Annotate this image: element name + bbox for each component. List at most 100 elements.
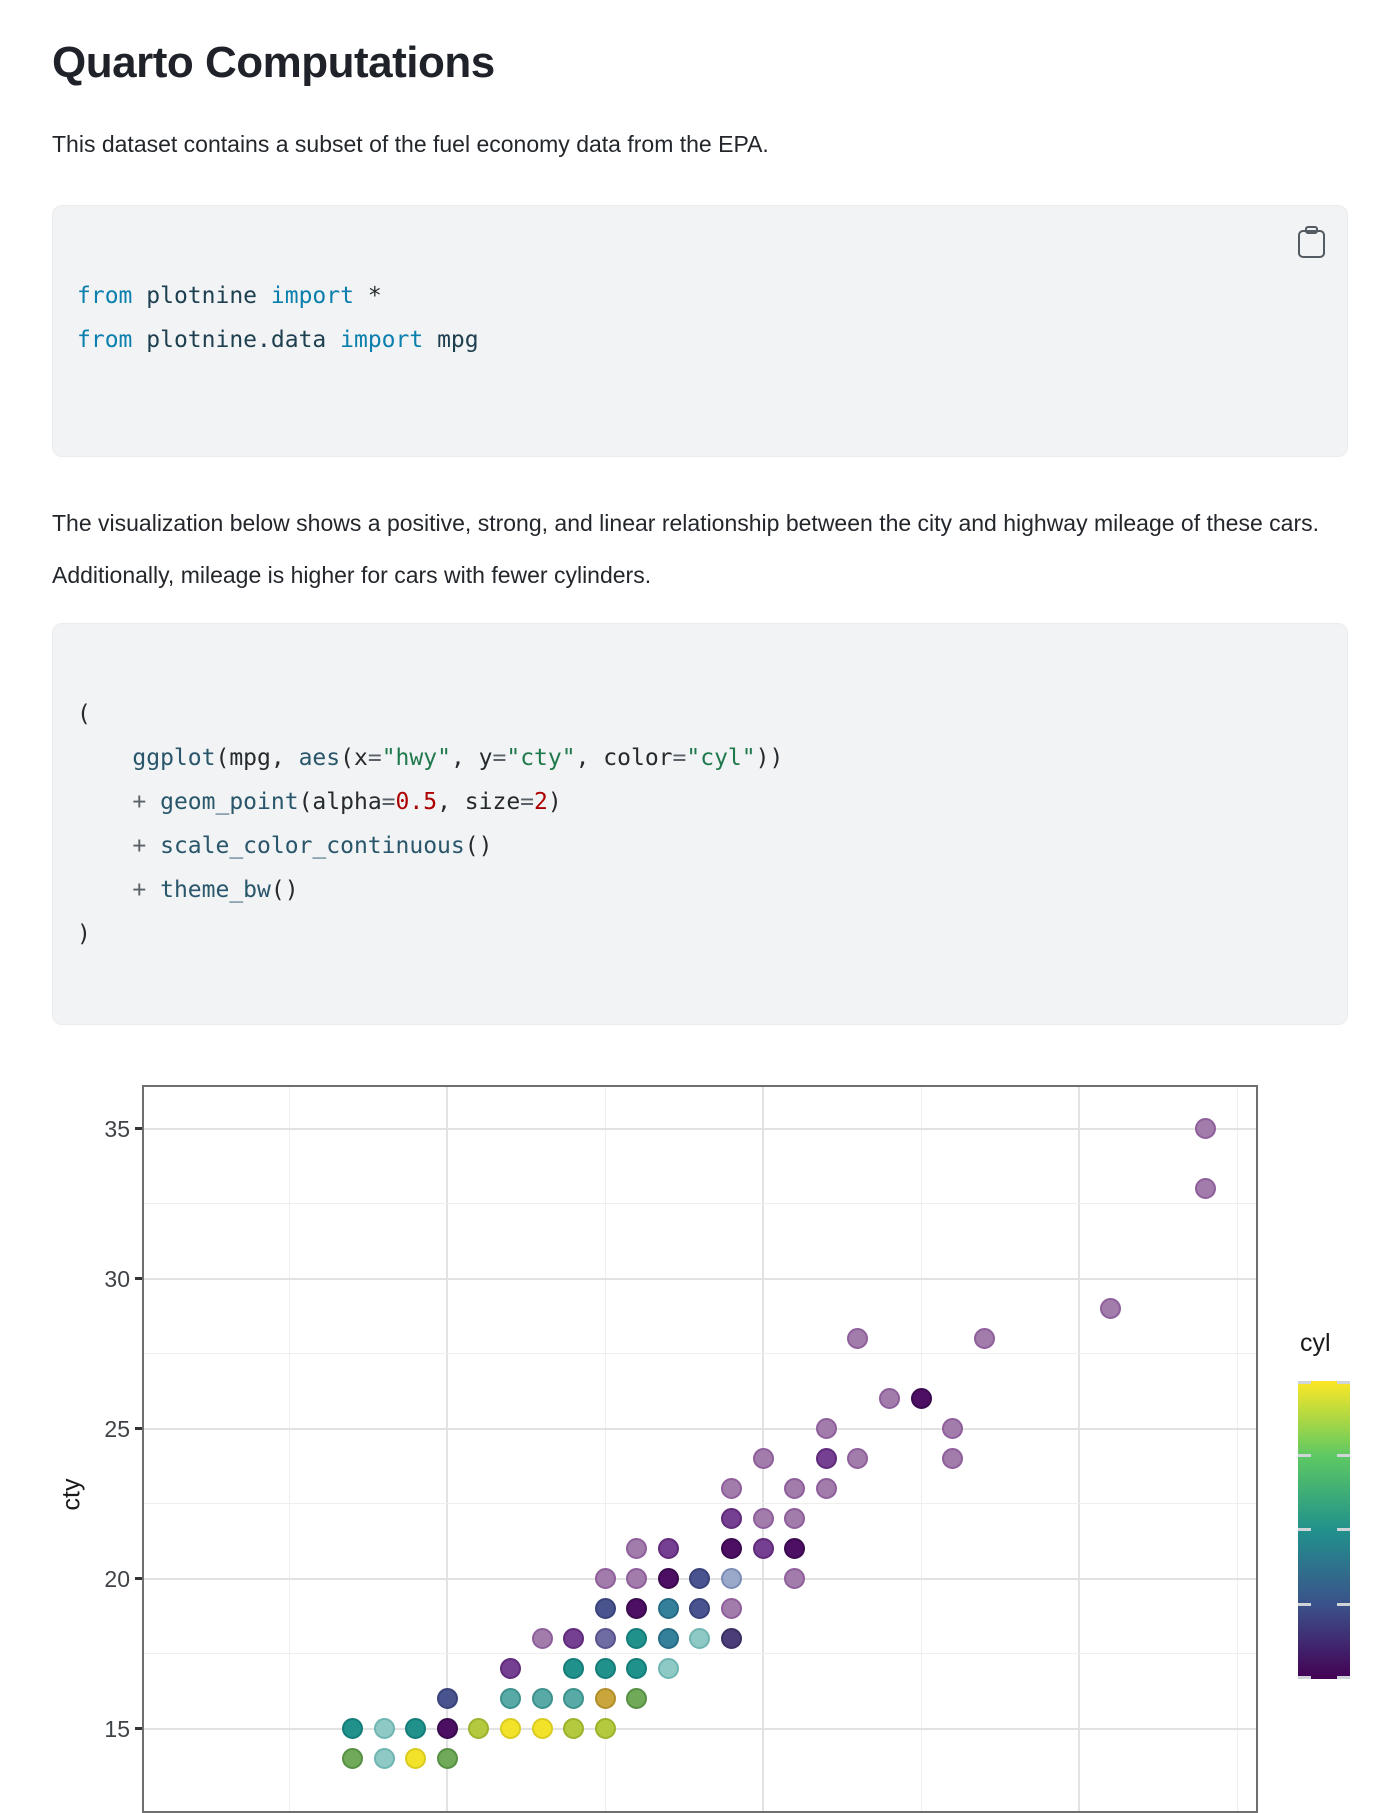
data-point	[531, 1718, 553, 1740]
code-token-num: 2	[534, 788, 548, 815]
code-token-kw: from	[77, 326, 147, 353]
code-token-op: =	[520, 788, 535, 815]
y-minor-gridline	[144, 1503, 1256, 1505]
x-major-gridline	[1078, 1086, 1081, 1811]
data-point	[657, 1628, 679, 1650]
code-token-pl: (	[77, 700, 91, 727]
code-line: + geom_point(alpha=0.5, size=2)	[77, 780, 1323, 824]
legend-tick-left	[1298, 1528, 1311, 1532]
data-point	[594, 1718, 616, 1740]
data-point	[784, 1538, 806, 1560]
page-title: Quarto Computations	[52, 38, 495, 87]
data-point	[784, 1568, 806, 1590]
legend-tick-right	[1337, 1380, 1350, 1384]
code-token-op: =	[381, 788, 396, 815]
x-major-gridline	[446, 1086, 449, 1811]
y-axis-title: cty	[57, 1478, 86, 1511]
code-token-pl: (x	[340, 744, 368, 771]
data-point	[594, 1598, 616, 1620]
data-point	[721, 1538, 743, 1560]
code-token-op: +	[132, 788, 161, 815]
data-point	[657, 1658, 679, 1680]
code-token-pl: (mpg,	[215, 744, 299, 771]
data-point	[752, 1538, 774, 1560]
data-point	[626, 1538, 648, 1560]
data-point	[436, 1748, 458, 1770]
code-token-pl: , size	[437, 788, 521, 815]
data-point	[594, 1628, 616, 1650]
legend-tick-left	[1298, 1675, 1311, 1679]
description-paragraph: The visualization below shows a positive…	[52, 509, 1319, 588]
intro-paragraph: This dataset contains a subset of the fu…	[52, 130, 769, 157]
code-line: )	[77, 912, 1323, 956]
code-token-num: 0.5	[395, 788, 438, 815]
y-tick-label: 15	[104, 1715, 130, 1742]
code-token-fn: scale_color_continuous	[160, 832, 465, 859]
x-minor-gridline	[288, 1086, 290, 1811]
code-token-mod: plotnine.data	[146, 326, 341, 353]
code-token-pl: ()	[464, 832, 493, 859]
code-token-fn: ggplot	[132, 744, 216, 771]
code-token-op: +	[132, 876, 161, 903]
code-token-pl: *	[367, 282, 382, 309]
data-point	[942, 1418, 964, 1440]
y-major-gridline	[144, 1277, 1256, 1280]
legend-tick-right	[1337, 1453, 1350, 1457]
data-point	[721, 1568, 743, 1590]
code-token-pl: , y	[450, 744, 493, 771]
data-point	[373, 1718, 395, 1740]
data-point	[815, 1478, 837, 1500]
code-token-pl: ))	[755, 744, 784, 771]
code-token-pl	[77, 745, 132, 771]
data-point	[499, 1688, 521, 1710]
code-token-st: "hwy"	[381, 744, 451, 771]
data-point	[531, 1688, 553, 1710]
code-token-pl: )	[77, 920, 91, 947]
plot-panel-border	[142, 1084, 1258, 1813]
code-token-kw: import	[340, 326, 438, 353]
code-token-pl: , color	[575, 744, 673, 771]
y-tick-mark	[135, 1577, 144, 1580]
document-body: Quarto Computations This dataset contain…	[52, 0, 1350, 1813]
data-point	[847, 1328, 869, 1350]
data-point	[721, 1508, 743, 1530]
code-lines-1: from plotnine import * from plotnine.data…	[77, 274, 1323, 362]
data-point	[721, 1478, 743, 1500]
data-point	[815, 1418, 837, 1440]
data-point	[436, 1718, 458, 1740]
x-minor-gridline	[920, 1086, 922, 1811]
data-point	[436, 1688, 458, 1710]
data-point	[1194, 1178, 1216, 1200]
data-point	[942, 1448, 964, 1470]
data-point	[341, 1718, 363, 1740]
y-major-gridline	[144, 1427, 1256, 1430]
data-point	[594, 1658, 616, 1680]
data-point	[594, 1568, 616, 1590]
code-token-pl: )	[547, 788, 562, 815]
y-tick-mark	[135, 1127, 144, 1130]
legend-tick-left	[1298, 1380, 1311, 1384]
legend-tick-right	[1337, 1602, 1350, 1606]
data-point	[815, 1448, 837, 1470]
code-token-op: =	[492, 744, 507, 771]
y-minor-gridline	[144, 1203, 1256, 1205]
legend-title: cyl	[1300, 1328, 1331, 1357]
y-tick-label: 35	[104, 1115, 130, 1142]
data-point	[341, 1748, 363, 1770]
code-lines-2: ( ggplot(mpg, aes(x="hwy", y="cty", colo…	[77, 692, 1323, 956]
code-token-fn: theme_bw	[160, 876, 271, 903]
data-point	[657, 1568, 679, 1590]
y-minor-gridline	[144, 1353, 1256, 1355]
code-token-st: "cty"	[506, 744, 576, 771]
code-token-fn: aes	[298, 744, 341, 771]
x-minor-gridline	[604, 1086, 606, 1811]
code-token-mod: mpg	[437, 326, 479, 353]
code-token-st: "cyl"	[686, 744, 756, 771]
code-token-op: +	[132, 832, 161, 859]
code-token-pl: ()	[270, 876, 299, 903]
code-token-mod: plotnine	[146, 282, 271, 309]
copy-code-button[interactable]	[1298, 225, 1325, 258]
code-token-pl: (alpha	[298, 788, 382, 815]
data-point	[752, 1508, 774, 1530]
data-point	[847, 1448, 869, 1470]
